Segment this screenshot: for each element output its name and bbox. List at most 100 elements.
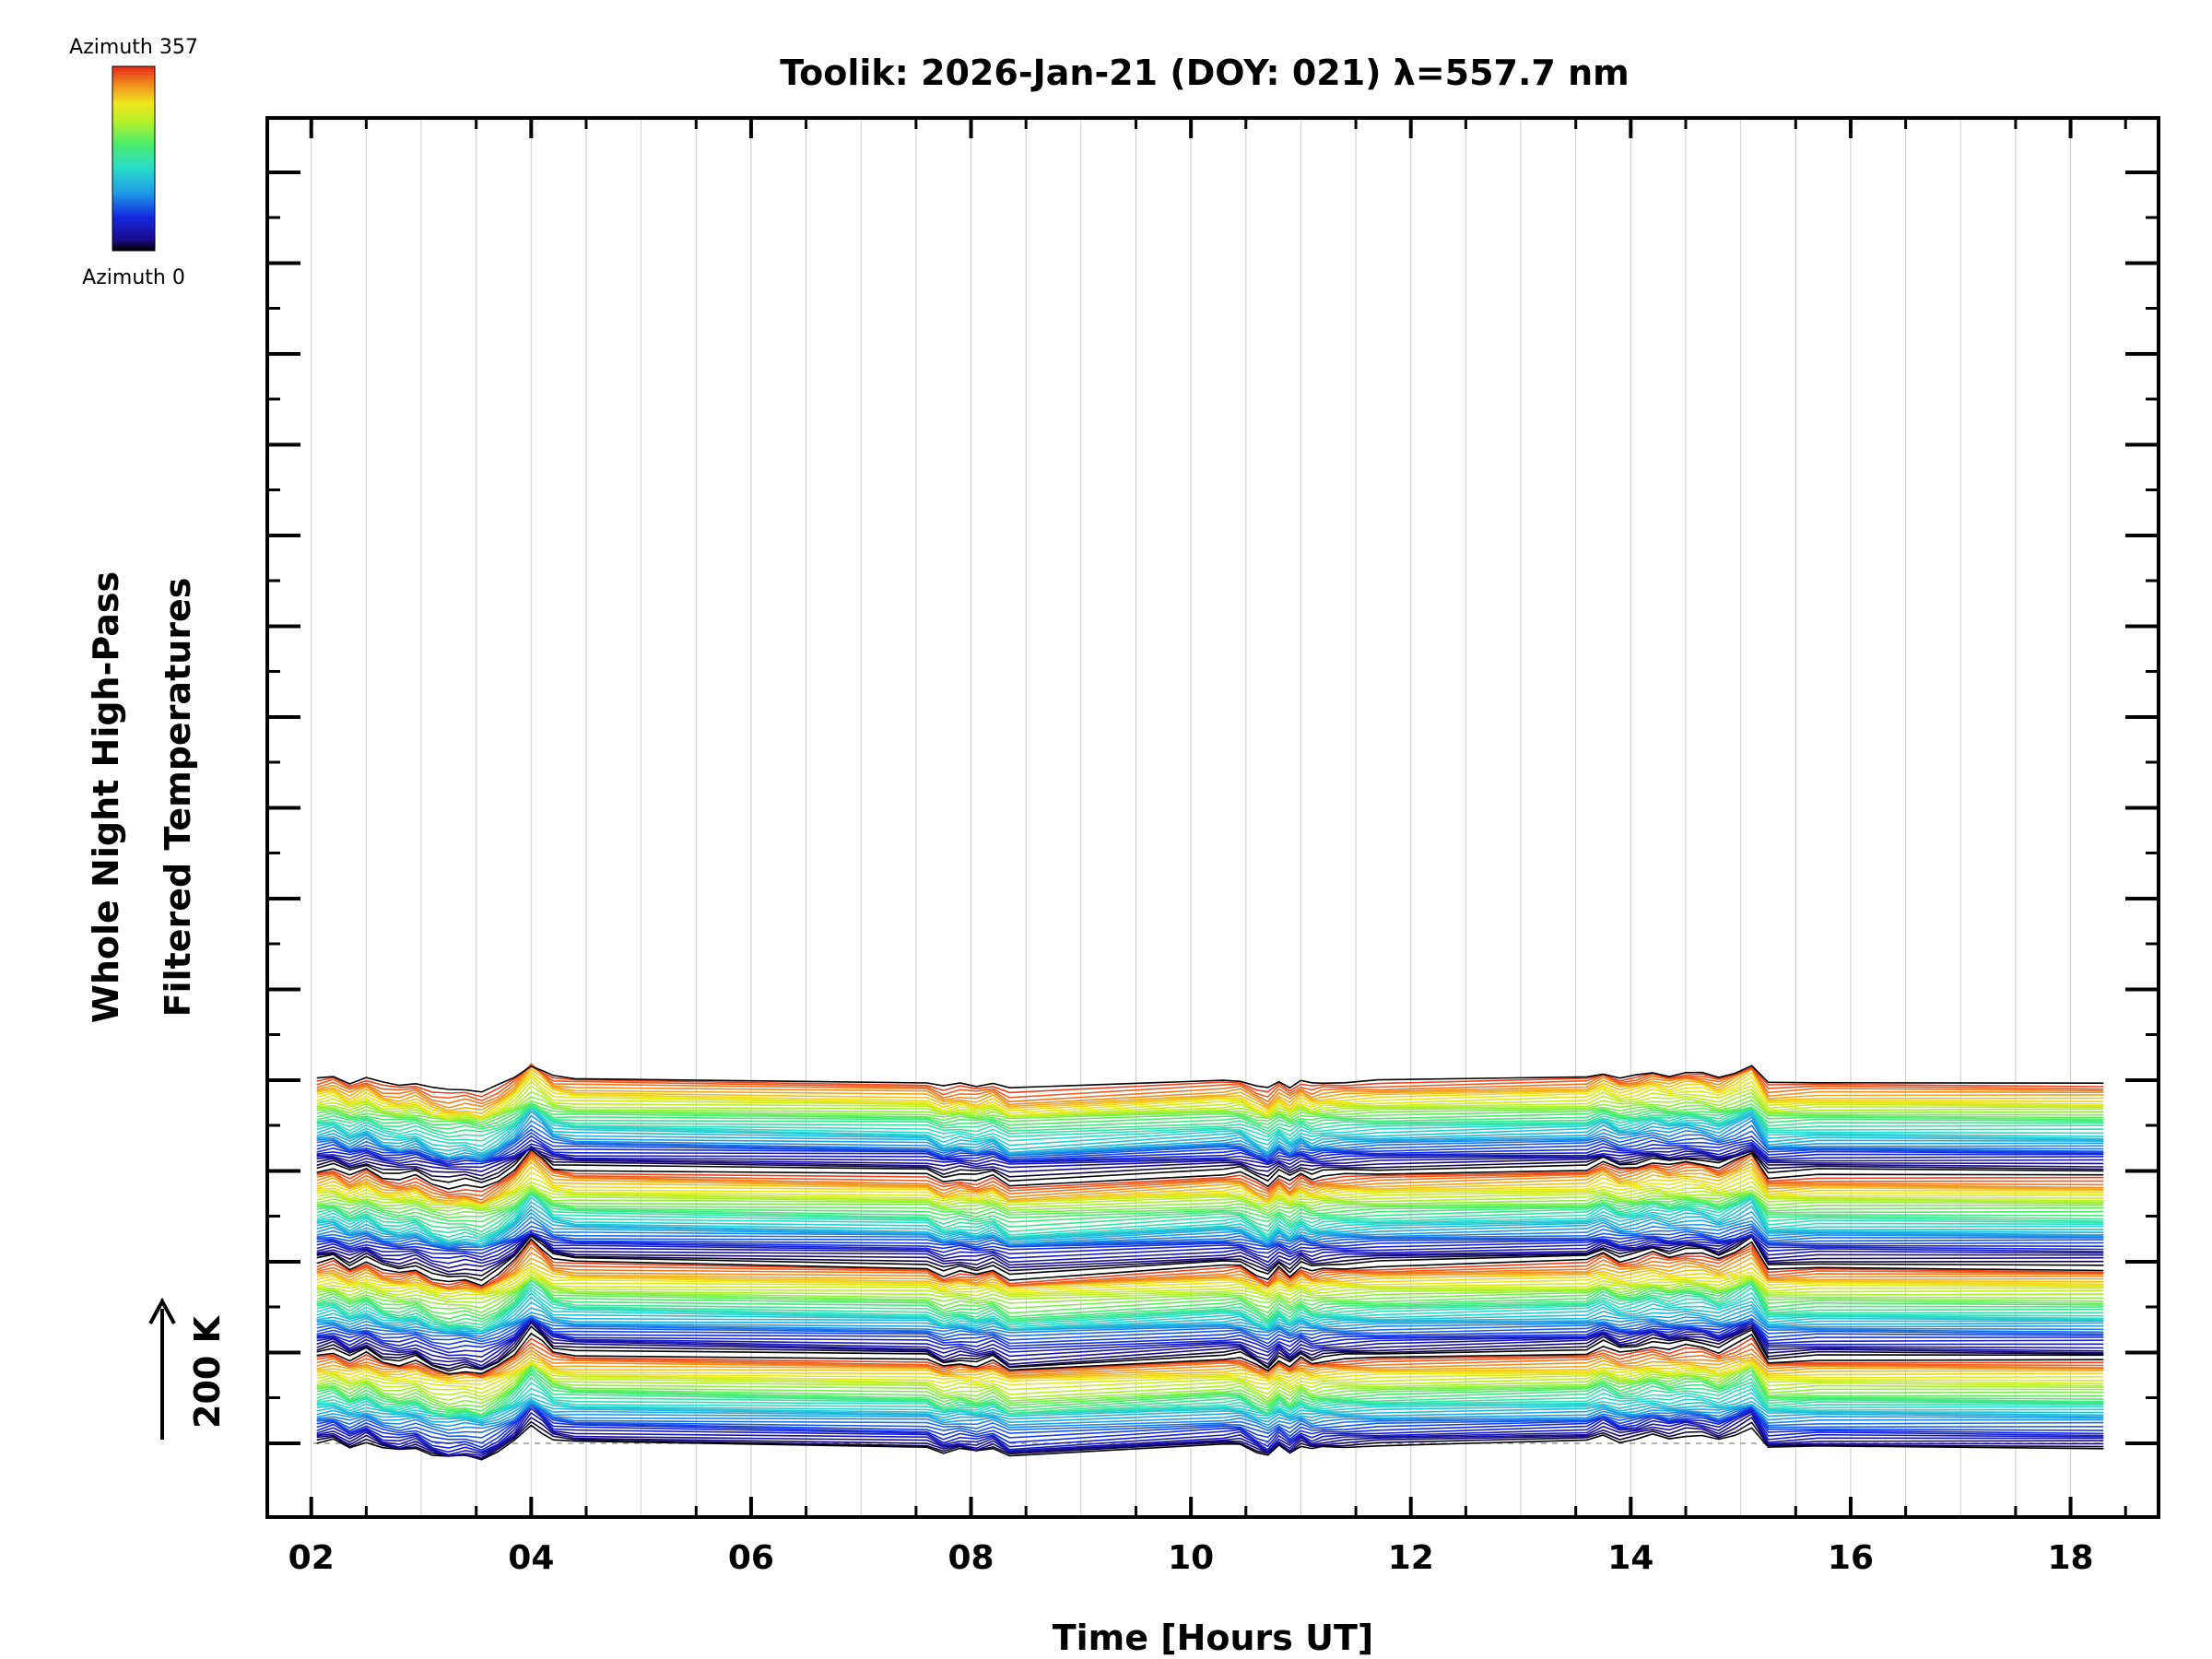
series-line xyxy=(316,1208,2104,1248)
series-line xyxy=(316,1191,2104,1233)
series-line xyxy=(316,1291,2104,1333)
series-line xyxy=(316,1352,2104,1379)
colorbar-label-top: Azimuth 357 xyxy=(69,36,198,59)
series-line xyxy=(316,1220,2104,1249)
scale-label: 200 K xyxy=(187,1314,228,1429)
y-axis-label-line1: Whole Night High-Pass xyxy=(86,571,126,1023)
series-line xyxy=(316,1135,2104,1163)
colorbar: Azimuth 357 Azimuth 0 xyxy=(69,36,198,289)
series-line xyxy=(316,1362,2104,1390)
series-line xyxy=(316,1103,2104,1130)
series-line xyxy=(316,1068,2104,1114)
series-line xyxy=(316,1318,2104,1354)
series-line xyxy=(316,1319,2104,1363)
colorbar-gradient xyxy=(112,65,156,252)
series-line xyxy=(316,1165,2104,1206)
series-line xyxy=(316,1191,2104,1219)
series-line xyxy=(316,1228,2104,1251)
series-line xyxy=(316,1348,2104,1379)
series-line xyxy=(316,1319,2104,1367)
series-line xyxy=(316,1360,2104,1385)
x-tick-label: 02 xyxy=(288,1539,335,1577)
series-line xyxy=(316,1270,2104,1295)
series-line xyxy=(316,1275,2104,1320)
series-line xyxy=(316,1063,2104,1109)
series-line xyxy=(316,1231,2104,1269)
series-line xyxy=(316,1106,2104,1155)
series-line xyxy=(316,1065,2104,1112)
series-line xyxy=(316,1404,2104,1439)
series-line xyxy=(316,1276,2104,1300)
series-line xyxy=(316,1282,2104,1329)
series-line xyxy=(316,1279,2104,1326)
series-line xyxy=(316,1071,2104,1118)
series-line xyxy=(316,1157,2104,1205)
series-line xyxy=(316,1376,2104,1418)
series-line xyxy=(316,1317,2104,1350)
series-line xyxy=(316,1145,2104,1183)
series-line xyxy=(316,1187,2104,1212)
series-line xyxy=(316,1411,2104,1457)
series-line xyxy=(316,1232,2104,1273)
series-line xyxy=(316,1231,2104,1262)
series-line xyxy=(316,1104,2104,1135)
series-line xyxy=(316,1212,2104,1248)
series-line xyxy=(316,1132,2104,1163)
x-axis-label: Time [Hours UT] xyxy=(1053,1618,1374,1658)
series-line xyxy=(316,1277,2104,1304)
series-line xyxy=(316,1301,2104,1334)
series-line xyxy=(316,1080,2104,1120)
series-line xyxy=(316,1277,2104,1313)
series-line xyxy=(316,1372,2104,1418)
series-line xyxy=(316,1155,2104,1204)
series-line xyxy=(316,1405,2104,1444)
series-line xyxy=(316,1101,2104,1126)
x-tick-label: 06 xyxy=(728,1539,774,1577)
series-line xyxy=(316,1153,2104,1201)
x-tick-label: 10 xyxy=(1168,1539,1214,1577)
series-line xyxy=(316,1160,2104,1205)
series-line xyxy=(316,1361,2104,1406)
series-line xyxy=(316,1191,2104,1223)
series-line xyxy=(316,1404,2104,1453)
series-line xyxy=(316,1404,2104,1449)
series-line xyxy=(316,1106,2104,1152)
series-line xyxy=(316,1356,2104,1382)
series-line xyxy=(316,1148,2104,1190)
series-line xyxy=(316,1382,2104,1418)
series-line xyxy=(316,1185,2104,1211)
series-line xyxy=(316,1106,2104,1147)
y-ticks xyxy=(267,171,2159,1445)
chart-title: Toolik: 2026-Jan-21 (DOY: 021) λ=557.7 n… xyxy=(780,53,1629,93)
series-line xyxy=(316,1192,2104,1229)
series-line xyxy=(316,1107,2104,1157)
series-line xyxy=(316,1398,2104,1423)
series-line xyxy=(316,1110,2104,1159)
series-line xyxy=(316,1400,2104,1425)
series-line xyxy=(316,1273,2104,1299)
series-line xyxy=(316,1402,2104,1431)
plot-frame xyxy=(265,116,2160,1519)
series-line xyxy=(316,1360,2104,1401)
series-line xyxy=(316,1401,2104,1428)
series-line xyxy=(316,1216,2104,1248)
series-line xyxy=(316,1277,2104,1324)
series-line xyxy=(316,1230,2104,1265)
series-line xyxy=(316,1239,2104,1288)
x-tick-label: 12 xyxy=(1388,1539,1434,1577)
series-line xyxy=(316,1316,2104,1346)
series-line xyxy=(316,1424,2104,1461)
series-line xyxy=(316,1235,2104,1281)
series-line xyxy=(316,1139,2104,1165)
series-line xyxy=(316,1073,2104,1120)
series-line xyxy=(316,1315,2104,1340)
series-line xyxy=(316,1238,2104,1287)
series-line xyxy=(316,1365,2104,1412)
x-tick-label: 16 xyxy=(1828,1539,1874,1577)
series-line xyxy=(316,1151,2104,1197)
series-line xyxy=(316,1143,2104,1167)
y-axis-label-line2: Filtered Temperatures xyxy=(158,578,198,1018)
series-line xyxy=(316,1183,2104,1209)
series-line xyxy=(316,1145,2104,1169)
colorbar-label-bottom: Azimuth 0 xyxy=(82,266,185,289)
